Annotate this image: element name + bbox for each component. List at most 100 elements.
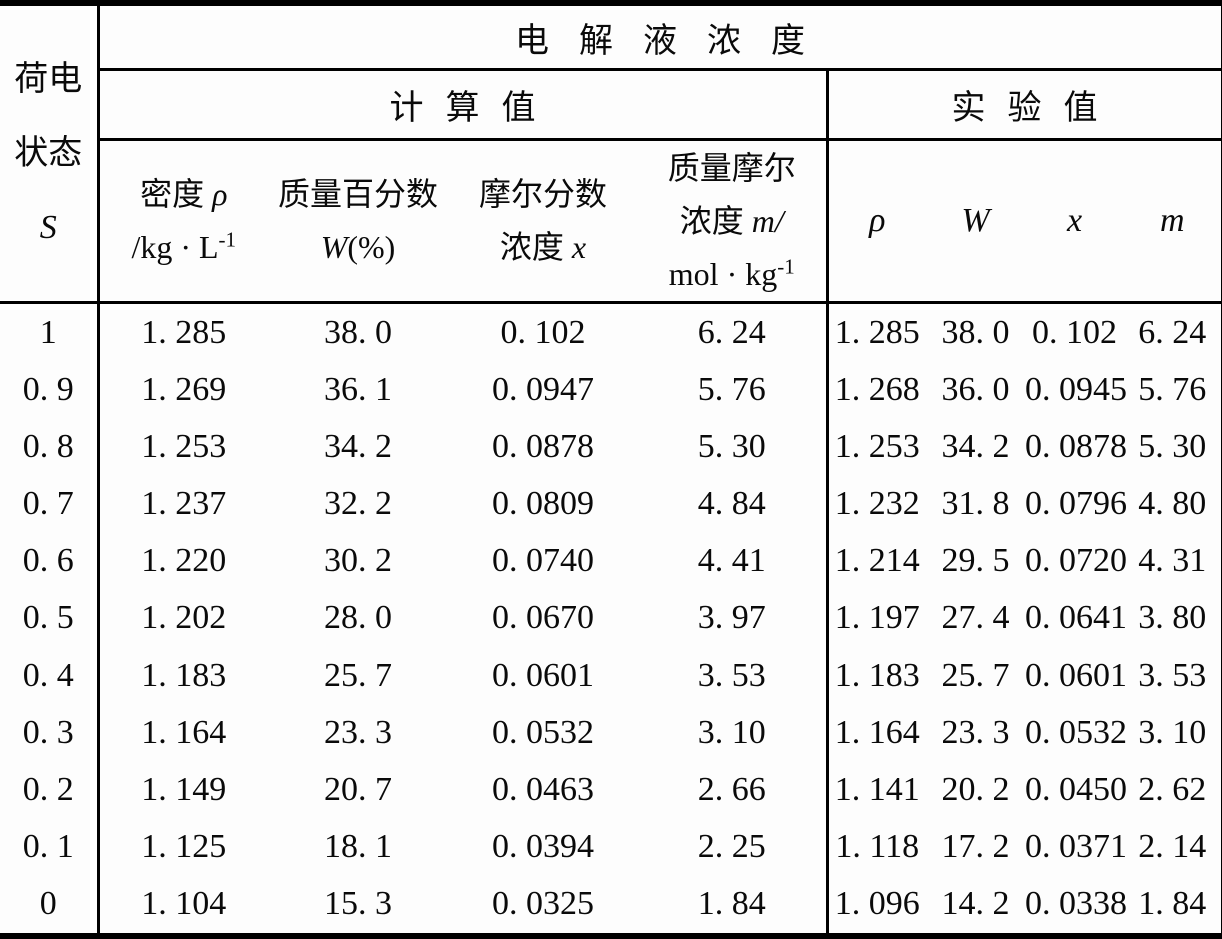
cell-experimental: 1. 253 xyxy=(825,418,926,476)
mass-percent-label: 质量百分数 xyxy=(277,176,438,212)
cell-experimental: 1. 183 xyxy=(825,647,926,705)
density-label: 密度 xyxy=(140,176,213,212)
corner-header-soc: 荷电 状态 S xyxy=(0,3,100,304)
cell-calculated: 3. 10 xyxy=(697,713,766,751)
cell-soc: 0. 8 xyxy=(0,418,100,476)
cell-experimental: 0. 0945 xyxy=(1025,370,1127,408)
cell-experimental: 4. 80 xyxy=(1138,485,1207,523)
cell-soc: 0. 4 xyxy=(0,647,100,705)
cell-calculated: 1. 84 xyxy=(697,885,766,923)
cell-soc: 1 xyxy=(0,302,100,362)
cell-calculated: 1. 104 xyxy=(141,885,227,923)
cell-calculated: 1. 125 xyxy=(141,828,227,866)
cell-experimental: 14. 2 xyxy=(941,885,1010,923)
cell-calculated: 1. 285 xyxy=(141,313,227,351)
cell-calculated: 0. 0947 xyxy=(492,370,594,408)
table-row: 0. 6 1. 220 30. 2 0. 0740 4. 41 1. 214 29. 5 0.… xyxy=(0,532,1222,590)
cell-experimental: 0. 0720 xyxy=(1025,542,1127,580)
cell-experimental: 1. 164 xyxy=(825,704,926,762)
cell-calculated: 3. 97 xyxy=(697,599,766,637)
cell-calculated: 0. 0325 xyxy=(492,885,594,923)
table-row: 0. 1 1. 125 18. 1 0. 0394 2. 25 1. 118 17. 2 0.… xyxy=(0,818,1222,876)
cell-calculated: 1. 253 xyxy=(141,427,227,465)
col-header-mole-fraction: 摩尔分数 浓度 x xyxy=(448,139,638,304)
cell-calculated: 4. 84 xyxy=(697,485,766,523)
cell-experimental: 17. 2 xyxy=(941,828,1010,866)
cell-experimental: 3. 53 xyxy=(1138,656,1207,694)
cell-experimental: 20. 2 xyxy=(941,770,1010,808)
cell-calculated: 5. 76 xyxy=(697,370,766,408)
cell-calculated: 25. 7 xyxy=(324,656,392,694)
table-row: 0 1. 104 15. 3 0. 0325 1. 84 1. 096 14. 2 0. 03… xyxy=(0,875,1222,936)
cell-soc: 0. 9 xyxy=(0,361,100,419)
cell-experimental: 29. 5 xyxy=(941,542,1010,580)
cell-experimental: 6. 24 xyxy=(1138,313,1207,351)
cell-calculated: 2. 66 xyxy=(697,770,766,808)
cell-calculated: 28. 0 xyxy=(324,599,392,637)
cell-experimental: 1. 096 xyxy=(825,875,926,936)
cell-experimental: 0. 0532 xyxy=(1025,713,1127,751)
w-symbol: W xyxy=(320,229,348,265)
cell-calculated: 0. 0394 xyxy=(492,828,594,866)
cell-calculated: 18. 1 xyxy=(324,828,392,866)
cell-soc: 0. 1 xyxy=(0,818,100,876)
molality-label: 质量摩尔 xyxy=(667,149,796,186)
cell-calculated: 30. 2 xyxy=(324,542,392,580)
cell-experimental: 1. 268 xyxy=(825,361,926,419)
cell-experimental: 2. 14 xyxy=(1138,828,1207,866)
cell-calculated: 23. 3 xyxy=(324,713,392,751)
exp-header-m: m xyxy=(1124,139,1222,304)
density-unit: /kg · L xyxy=(131,229,219,265)
soc-symbol: S xyxy=(39,208,57,246)
cell-experimental: 3. 10 xyxy=(1138,713,1207,751)
header-row-title: 荷电 状态 S 电解液浓度 xyxy=(0,3,1222,304)
cell-experimental: 0. 0338 xyxy=(1025,885,1127,923)
rho-symbol: ρ xyxy=(212,176,228,212)
table-row: 1 1. 285 38. 0 0. 102 6. 24 1. 285 38. 0 0. 102… xyxy=(0,302,1222,362)
cell-calculated: 0. 0670 xyxy=(492,599,594,637)
cell-experimental: 38. 0 xyxy=(941,313,1010,351)
table-title: 电解液浓度 xyxy=(98,3,1222,71)
cell-soc: 0. 2 xyxy=(0,761,100,819)
header-row-columns: 密度 ρ /kg · L-1 质量百分数 W(%) 摩尔 xyxy=(0,139,1222,304)
cell-experimental: 31. 8 xyxy=(941,485,1010,523)
molality-label2: 浓度 xyxy=(679,202,752,239)
cell-experimental: 1. 214 xyxy=(825,532,926,590)
table-row: 0. 3 1. 164 23. 3 0. 0532 3. 10 1. 164 23. 3 0.… xyxy=(0,704,1222,762)
mole-fraction-label: 摩尔分数 xyxy=(478,176,607,212)
table-row: 0. 8 1. 253 34. 2 0. 0878 5. 30 1. 253 34. 2 0.… xyxy=(0,418,1222,476)
w-paren: (%) xyxy=(347,229,396,265)
cell-calculated: 0. 0601 xyxy=(492,656,594,694)
cell-experimental: 36. 0 xyxy=(941,370,1010,408)
cell-calculated: 1. 164 xyxy=(141,713,227,751)
cell-calculated: 1. 202 xyxy=(141,599,227,637)
cell-calculated: 0. 0532 xyxy=(492,713,594,751)
molality-unit-exponent: -1 xyxy=(777,253,795,278)
cell-soc: 0. 5 xyxy=(0,589,100,648)
cell-experimental: 3. 80 xyxy=(1138,599,1207,637)
cell-calculated: 1. 269 xyxy=(141,370,227,408)
cell-soc: 0. 3 xyxy=(0,704,100,762)
cell-experimental: 34. 2 xyxy=(941,427,1010,465)
cell-calculated: 15. 3 xyxy=(324,885,392,923)
cell-calculated: 0. 102 xyxy=(500,313,586,351)
group-header-calculated: 计算值 xyxy=(98,69,827,141)
cell-soc: 0 xyxy=(0,875,100,936)
cell-experimental: 25. 7 xyxy=(941,656,1010,694)
table-row: 0. 5 1. 202 28. 0 0. 0670 3. 97 1. 197 27. 4 0.… xyxy=(0,589,1222,648)
cell-calculated: 0. 0878 xyxy=(492,427,594,465)
cell-experimental: 5. 30 xyxy=(1138,427,1207,465)
cell-calculated: 38. 0 xyxy=(324,313,392,351)
cell-soc: 0. 6 xyxy=(0,532,100,590)
cell-calculated: 6. 24 xyxy=(697,313,766,351)
cell-experimental: 0. 0641 xyxy=(1025,599,1127,637)
cell-calculated: 0. 0809 xyxy=(492,485,594,523)
cell-calculated: 20. 7 xyxy=(324,770,392,808)
mole-fraction-label2: 浓度 xyxy=(499,229,572,265)
m-slash-symbol: m/ xyxy=(751,202,784,239)
cell-experimental: 2. 62 xyxy=(1138,770,1207,808)
cell-experimental: 0. 102 xyxy=(1032,313,1117,351)
cell-calculated: 32. 2 xyxy=(324,485,392,523)
